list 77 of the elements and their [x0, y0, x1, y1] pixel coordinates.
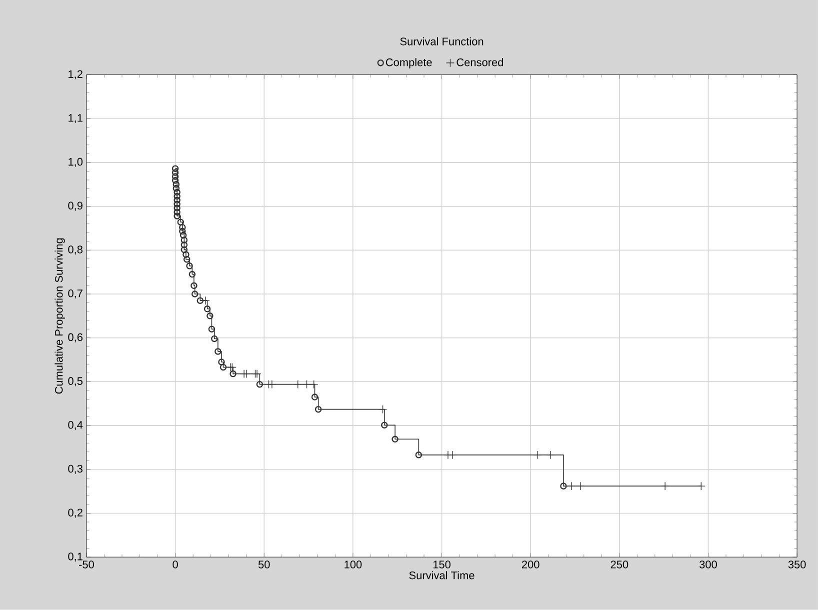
x-tick-label: -50: [79, 560, 94, 568]
point: [179, 228, 186, 235]
x-tick-label: 200: [522, 560, 540, 568]
point: [180, 236, 188, 244]
point: [183, 256, 190, 263]
point: [190, 282, 198, 290]
point: [180, 242, 188, 248]
point: [174, 196, 180, 204]
point: [392, 436, 398, 443]
y-tick-label: 0,4: [68, 421, 83, 430]
point: [204, 306, 211, 312]
x-tick-label: 50: [258, 560, 270, 568]
point: [381, 422, 388, 429]
point: [268, 380, 276, 389]
x-tick-label: 250: [610, 560, 628, 568]
y-tick-label: 0,6: [68, 333, 82, 342]
y-tick-label: 0,1: [68, 552, 82, 562]
point: [174, 204, 180, 212]
x-axis-title: Survival Time: [409, 571, 474, 580]
point: [214, 348, 222, 355]
point: [172, 184, 180, 192]
point: [310, 380, 318, 389]
legend-label: Complete: [386, 58, 432, 68]
point: [311, 394, 318, 400]
point: [208, 326, 216, 332]
point: [174, 212, 180, 220]
point: [230, 370, 236, 378]
point: [174, 188, 180, 196]
point: [378, 405, 388, 414]
y-tick-label: 0,3: [68, 464, 82, 474]
point: [172, 169, 179, 176]
point: [250, 370, 260, 378]
point: [218, 358, 225, 366]
point: [206, 312, 214, 320]
point: [211, 335, 218, 342]
point: [174, 192, 180, 200]
y-tick-label: 1,2: [68, 70, 82, 80]
point: [177, 218, 184, 226]
point: [302, 380, 312, 389]
point: [180, 246, 188, 254]
x-tick-label: 0: [172, 560, 178, 568]
point: [172, 173, 179, 180]
y-tick-label: 0,7: [68, 289, 82, 299]
x-tick-label: 300: [700, 560, 717, 568]
point: [182, 251, 190, 258]
point: [179, 224, 186, 231]
point: [242, 370, 251, 378]
y-tick-label: 1,1: [68, 114, 82, 124]
point: [174, 200, 180, 208]
x-tick-label: 350: [788, 560, 806, 568]
point: [415, 452, 422, 458]
point: [188, 270, 196, 278]
y-axis-title: Cumulative Proportion Surviving: [54, 238, 65, 394]
point: [576, 482, 585, 490]
chart-title: Survival Function: [400, 37, 484, 46]
y-tick-label: 0,5: [68, 377, 83, 386]
legend-label: Censored: [456, 58, 503, 66]
point: [172, 181, 180, 188]
point: [294, 380, 302, 389]
point: [533, 450, 542, 460]
point: [172, 177, 179, 184]
point: [174, 208, 180, 216]
y-tick-label: 0,2: [68, 508, 82, 518]
point: [546, 450, 555, 460]
point: [448, 450, 457, 460]
y-tick-label: 0,8: [68, 246, 82, 255]
point: [660, 482, 670, 490]
y-tick-label: 1,0: [68, 158, 83, 167]
point: [252, 370, 262, 378]
y-tick-label: 0,9: [68, 202, 82, 211]
x-tick-label: 100: [344, 560, 362, 568]
point: [186, 262, 193, 270]
point: [191, 290, 198, 298]
x-tick-label: 150: [433, 560, 450, 568]
point: [314, 406, 322, 413]
point: [696, 482, 706, 490]
point: [180, 232, 187, 239]
